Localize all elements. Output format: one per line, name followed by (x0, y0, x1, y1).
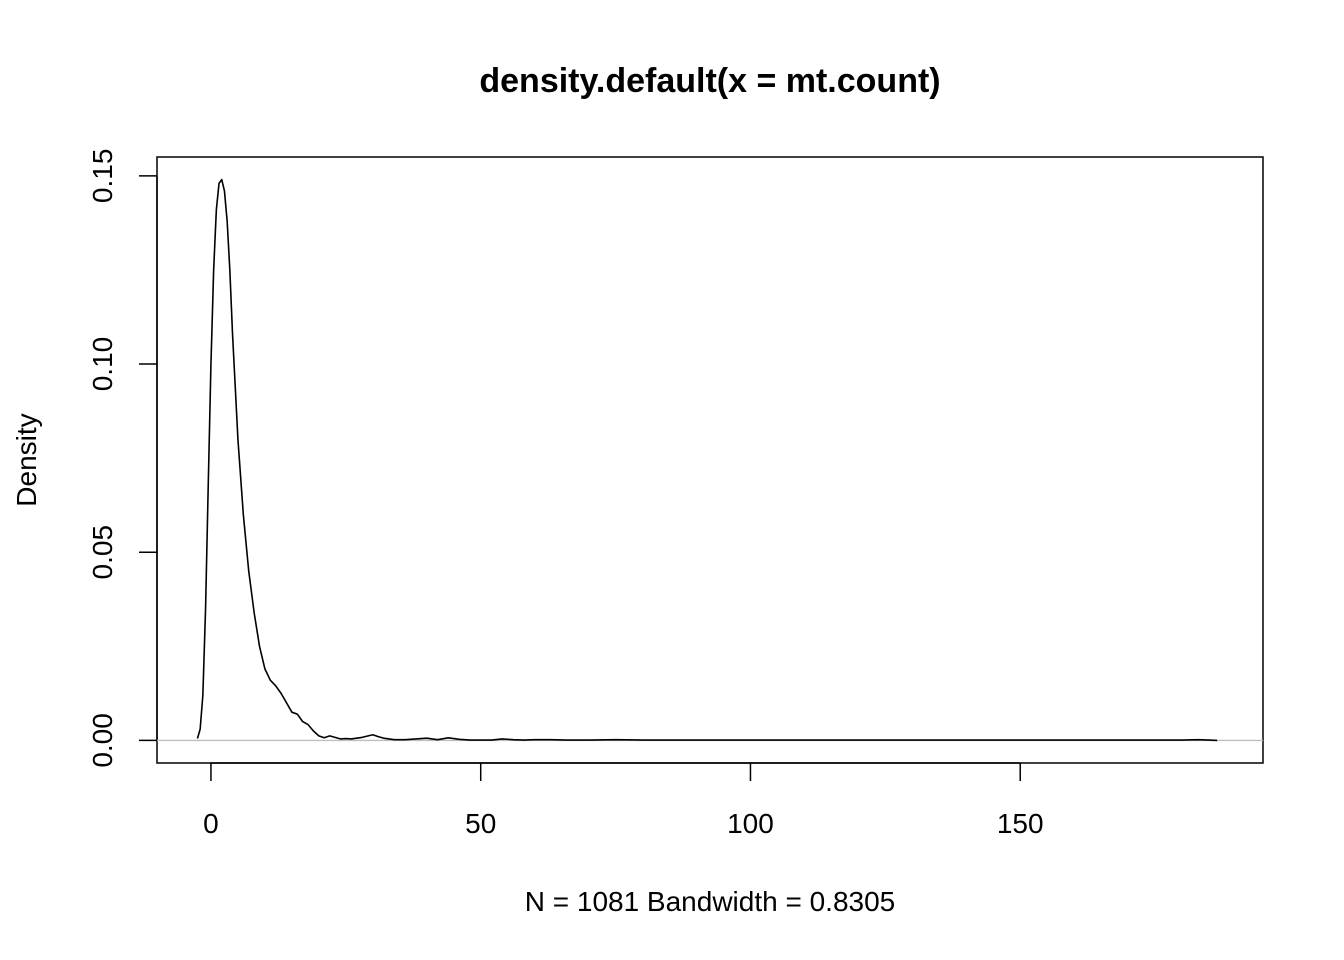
x-tick-label: 50 (465, 808, 496, 839)
x-tick-label: 100 (727, 808, 774, 839)
y-tick-label: 0.00 (87, 713, 118, 768)
y-tick-label: 0.15 (87, 149, 118, 204)
y-tick-label: 0.10 (87, 337, 118, 392)
density-curve (196, 178, 1218, 742)
x-axis-label: N = 1081 Bandwidth = 0.8305 (525, 886, 896, 917)
chart-title: density.default(x = mt.count) (479, 62, 940, 100)
y-tick-label: 0.05 (87, 525, 118, 580)
y-axis-label: Density (11, 413, 42, 506)
x-tick-label: 0 (203, 808, 219, 839)
plot-frame (156, 156, 1264, 764)
x-tick-label: 150 (997, 808, 1044, 839)
y-axis: 0.00 0.05 0.10 0.15 (87, 149, 158, 768)
x-axis: 0 50 100 150 (203, 762, 1044, 839)
